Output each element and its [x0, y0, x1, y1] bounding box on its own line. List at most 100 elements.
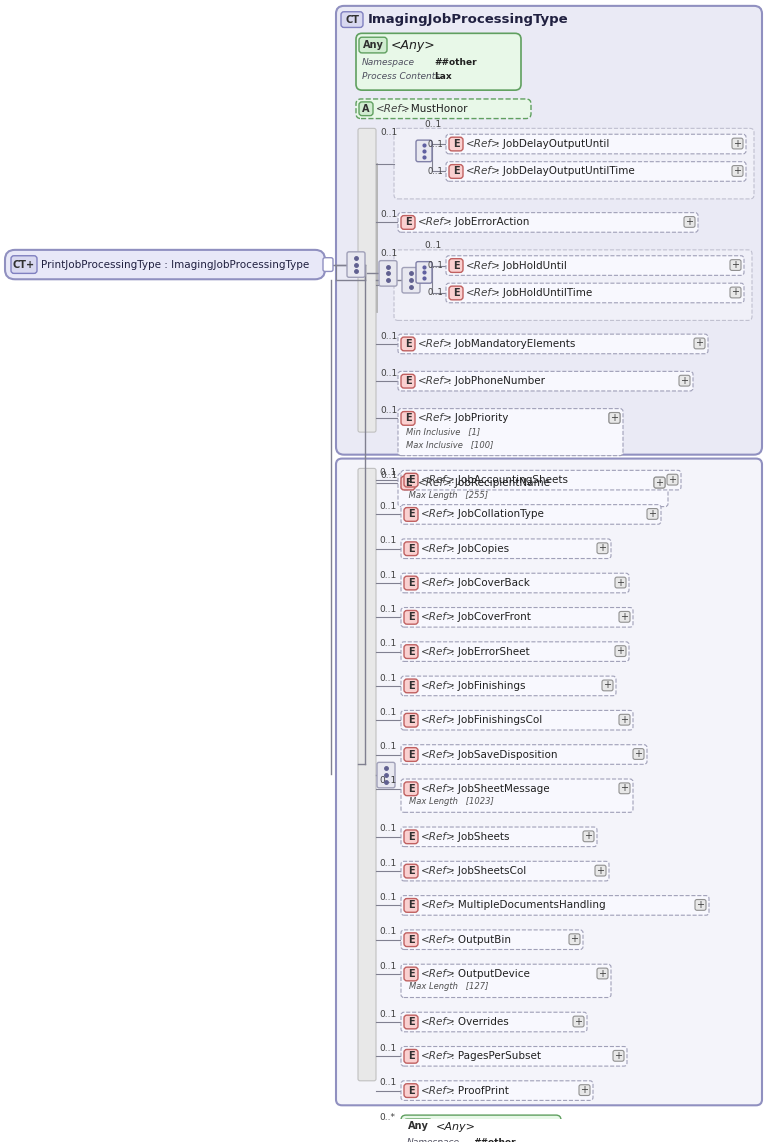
- FancyBboxPatch shape: [401, 676, 616, 695]
- Text: 0..1: 0..1: [379, 1044, 396, 1053]
- FancyBboxPatch shape: [404, 577, 418, 590]
- FancyBboxPatch shape: [356, 99, 531, 119]
- Text: +: +: [584, 831, 592, 842]
- FancyBboxPatch shape: [404, 967, 418, 981]
- Text: E: E: [408, 934, 414, 944]
- FancyBboxPatch shape: [416, 140, 432, 162]
- FancyBboxPatch shape: [730, 287, 741, 298]
- Text: E: E: [408, 475, 414, 485]
- Text: <Ref>: <Ref>: [421, 749, 455, 759]
- FancyBboxPatch shape: [615, 645, 626, 657]
- FancyBboxPatch shape: [404, 1049, 418, 1063]
- FancyBboxPatch shape: [401, 539, 611, 558]
- Text: +: +: [680, 376, 688, 386]
- Text: +: +: [574, 1016, 582, 1027]
- Text: <Ref>: <Ref>: [421, 831, 455, 842]
- Text: <Ref>: <Ref>: [418, 339, 453, 349]
- Text: +: +: [598, 968, 607, 979]
- Text: : JobPhoneNumber: : JobPhoneNumber: [448, 376, 545, 386]
- FancyBboxPatch shape: [401, 1012, 587, 1032]
- FancyBboxPatch shape: [323, 258, 333, 272]
- FancyBboxPatch shape: [401, 827, 597, 846]
- Text: E: E: [408, 612, 414, 622]
- Text: 0..1: 0..1: [428, 289, 444, 297]
- Text: <Ref>: <Ref>: [466, 167, 501, 177]
- FancyBboxPatch shape: [573, 1016, 584, 1027]
- FancyBboxPatch shape: [695, 900, 706, 910]
- Text: +: +: [611, 413, 618, 423]
- Text: : JobErrorSheet: : JobErrorSheet: [451, 646, 530, 657]
- FancyBboxPatch shape: [401, 1046, 627, 1067]
- Text: <Ref>: <Ref>: [421, 612, 455, 622]
- Text: 0..1: 0..1: [424, 241, 442, 250]
- Text: 0..*: 0..*: [379, 1112, 395, 1121]
- FancyBboxPatch shape: [633, 749, 644, 759]
- FancyBboxPatch shape: [5, 250, 325, 280]
- FancyBboxPatch shape: [401, 505, 661, 524]
- FancyBboxPatch shape: [404, 645, 418, 659]
- Text: 0..1: 0..1: [379, 605, 396, 614]
- FancyBboxPatch shape: [336, 6, 762, 455]
- FancyBboxPatch shape: [401, 964, 611, 997]
- Text: : JobSheetMessage: : JobSheetMessage: [451, 783, 550, 794]
- Text: E: E: [408, 866, 414, 876]
- Text: ##other: ##other: [434, 58, 477, 67]
- Text: <Ref>: <Ref>: [466, 139, 501, 150]
- Text: +: +: [731, 288, 740, 298]
- Text: : JobRecipientName: : JobRecipientName: [448, 478, 550, 488]
- FancyBboxPatch shape: [401, 710, 633, 730]
- FancyBboxPatch shape: [401, 476, 415, 490]
- Text: +: +: [668, 475, 677, 484]
- Text: 0..1: 0..1: [379, 962, 396, 971]
- Text: 0..1: 0..1: [379, 825, 396, 834]
- Text: E: E: [405, 478, 412, 488]
- FancyBboxPatch shape: [401, 471, 681, 490]
- Text: : ProofPrint: : ProofPrint: [451, 1086, 509, 1095]
- Text: 0..1: 0..1: [380, 331, 397, 340]
- FancyBboxPatch shape: [341, 11, 363, 27]
- Text: +: +: [648, 509, 657, 518]
- FancyBboxPatch shape: [416, 262, 432, 283]
- FancyBboxPatch shape: [579, 1085, 590, 1095]
- FancyBboxPatch shape: [446, 283, 744, 303]
- FancyBboxPatch shape: [404, 933, 418, 947]
- FancyBboxPatch shape: [398, 409, 623, 456]
- Text: Any: Any: [408, 1121, 429, 1132]
- FancyBboxPatch shape: [404, 830, 418, 844]
- Text: <Ref>: <Ref>: [421, 509, 455, 520]
- Text: 0..1: 0..1: [379, 502, 396, 512]
- Text: 0..1: 0..1: [380, 249, 397, 258]
- FancyBboxPatch shape: [401, 337, 415, 351]
- Text: Max Length   [255]: Max Length [255]: [406, 491, 488, 500]
- Text: : JobCoverBack: : JobCoverBack: [451, 578, 530, 588]
- Text: E: E: [408, 681, 414, 691]
- FancyBboxPatch shape: [404, 748, 418, 762]
- FancyBboxPatch shape: [394, 128, 754, 199]
- Text: <Ref>: <Ref>: [421, 646, 455, 657]
- Text: <Ref>: <Ref>: [421, 1086, 455, 1095]
- Text: <Ref>: <Ref>: [418, 413, 453, 424]
- FancyBboxPatch shape: [446, 256, 744, 275]
- Text: : JobMandatoryElements: : JobMandatoryElements: [448, 339, 575, 349]
- Text: E: E: [408, 1086, 414, 1095]
- Text: <Ref>: <Ref>: [421, 715, 455, 725]
- Text: <Ref>: <Ref>: [466, 288, 501, 298]
- Text: Namespace: Namespace: [407, 1139, 460, 1142]
- FancyBboxPatch shape: [358, 128, 376, 432]
- Text: <Ref>: <Ref>: [418, 478, 453, 488]
- Text: +: +: [733, 166, 741, 176]
- Text: E: E: [408, 509, 414, 520]
- FancyBboxPatch shape: [449, 137, 463, 151]
- FancyBboxPatch shape: [379, 260, 397, 287]
- Text: +: +: [731, 260, 740, 270]
- Text: PrintJobProcessingType : ImagingJobProcessingType: PrintJobProcessingType : ImagingJobProce…: [41, 259, 310, 270]
- Text: : MustHonor: : MustHonor: [404, 104, 468, 114]
- Text: 0..1: 0..1: [428, 167, 444, 176]
- FancyBboxPatch shape: [569, 934, 580, 944]
- Text: 0..1: 0..1: [424, 120, 442, 129]
- FancyBboxPatch shape: [404, 473, 418, 486]
- FancyBboxPatch shape: [654, 477, 665, 488]
- Text: E: E: [408, 749, 414, 759]
- Text: <Ref>: <Ref>: [421, 578, 455, 588]
- FancyBboxPatch shape: [619, 611, 630, 622]
